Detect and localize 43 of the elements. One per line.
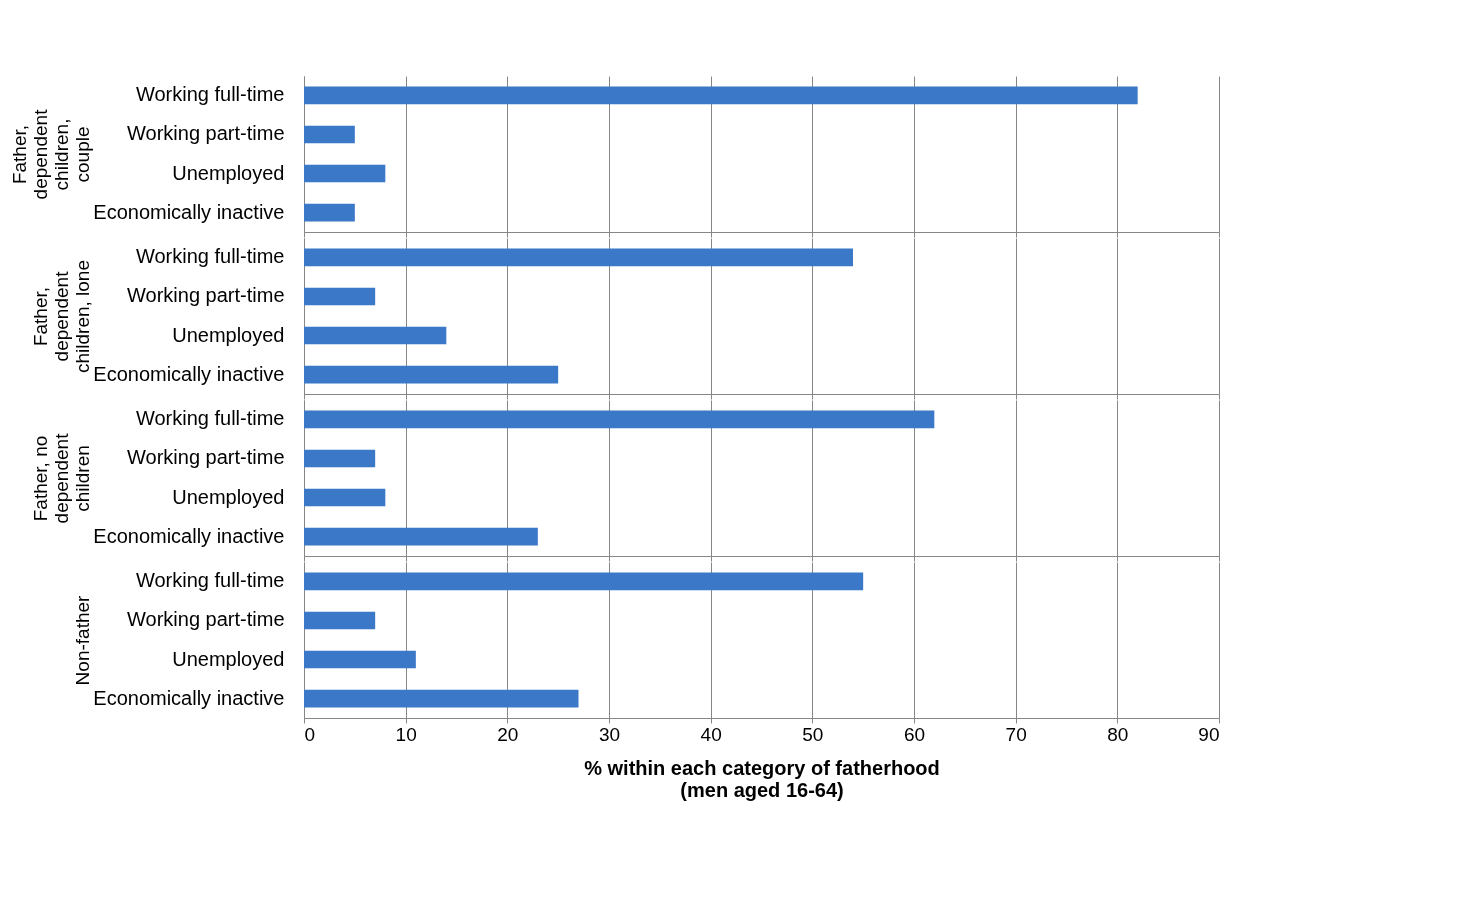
- x-tick-label: 50: [802, 723, 824, 745]
- bar: [304, 287, 376, 306]
- y-tick-label: Working part-time: [127, 284, 285, 307]
- x-tick-label: 0: [304, 723, 316, 745]
- y-axis-title: Non-father: [71, 594, 93, 686]
- y-tick-label: Working part-time: [127, 446, 285, 469]
- y-tick-label: Working full-time: [135, 83, 285, 106]
- y-tick-label: Economically inactive: [93, 686, 285, 709]
- x-tick-label: 20: [497, 723, 519, 745]
- bar: [304, 689, 579, 708]
- bar: [304, 650, 416, 669]
- y-axis-title: Father, dependent children, couple: [8, 108, 93, 200]
- bar: [304, 248, 853, 267]
- bar: [304, 449, 376, 468]
- y-tick-label: Economically inactive: [93, 524, 285, 547]
- y-tick-label: Working full-time: [135, 245, 285, 268]
- bar: [304, 488, 386, 507]
- x-tick-label: 70: [1005, 723, 1027, 745]
- x-tick-label: 10: [395, 723, 417, 745]
- bar: [304, 326, 447, 345]
- bar: [304, 611, 376, 630]
- y-tick-label: Working part-time: [127, 122, 285, 145]
- x-tick-label: 90: [1198, 723, 1220, 745]
- bar: [304, 572, 864, 591]
- y-tick-label: Economically inactive: [93, 200, 285, 223]
- x-tick-label: 40: [700, 723, 722, 745]
- x-tick-label: 30: [598, 723, 621, 745]
- x-axis-title: % within each category of fatherhood (men aged 16-64): [584, 756, 940, 801]
- bar: [304, 410, 935, 429]
- bar: [304, 527, 538, 546]
- y-tick-label: Working part-time: [127, 608, 285, 631]
- bar: [304, 365, 559, 384]
- y-axis-title: Father, no dependent children: [29, 432, 93, 524]
- x-tick-label: 60: [903, 723, 926, 745]
- y-tick-label: Unemployed: [172, 485, 285, 508]
- y-tick-label: Unemployed: [172, 323, 285, 346]
- y-tick-label: Economically inactive: [93, 362, 285, 385]
- y-tick-label: Unemployed: [172, 161, 285, 184]
- y-tick-label: Working full-time: [135, 569, 285, 592]
- y-tick-label: Working full-time: [135, 407, 285, 430]
- y-axis-title: Father, dependent children, lone: [29, 259, 93, 374]
- x-tick-label: 80: [1107, 723, 1129, 745]
- y-tick-label: Unemployed: [172, 647, 285, 670]
